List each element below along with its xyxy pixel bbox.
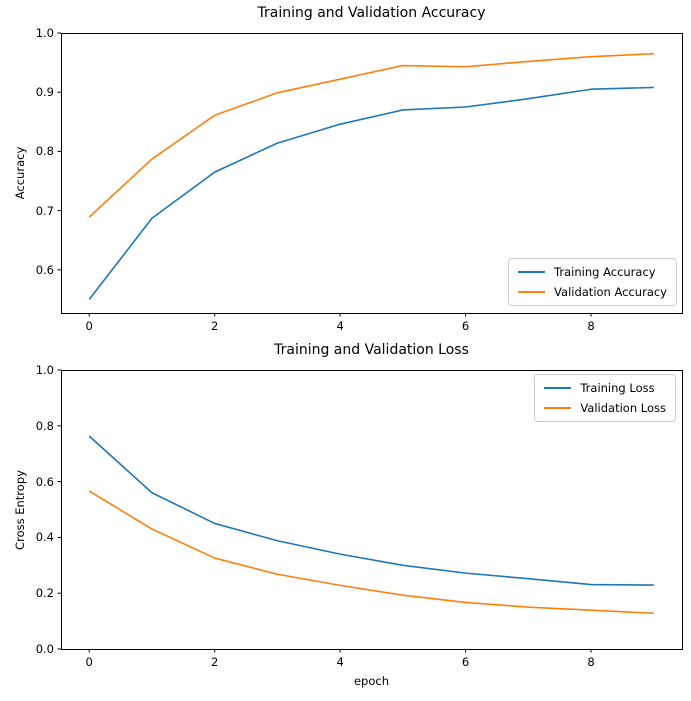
training-loss-line	[88, 435, 654, 586]
x-tick-label: 8	[587, 319, 595, 333]
y-tick-label: 0.2	[35, 586, 54, 601]
loss-y-axis-label: Cross Entropy	[13, 470, 27, 550]
y-tick-label: 0.8	[35, 418, 54, 433]
legend-item: Validation Accuracy	[518, 283, 667, 301]
axes-frame	[61, 33, 683, 314]
x-tick-label: 6	[461, 319, 470, 333]
y-tick-label: 0.8	[35, 144, 54, 159]
y-tick-label: 0.0	[35, 642, 54, 656]
loss-legend: Training Loss Validation Loss	[534, 374, 676, 422]
accuracy-legend: Training Accuracy Validation Accuracy	[508, 258, 677, 306]
y-tick-label: 0.6	[35, 262, 54, 277]
y-tick-label: 0.9	[35, 85, 54, 100]
legend-label: Training Loss	[580, 381, 655, 395]
validation-loss-line	[88, 490, 654, 615]
y-tick-label: 1.0	[35, 26, 54, 40]
x-tick-label: 2	[211, 319, 219, 333]
x-tick-label: 6	[461, 655, 470, 669]
accuracy-chart-title: Training and Validation Accuracy	[257, 5, 486, 21]
legend-item: Training Accuracy	[518, 263, 667, 281]
legend-line-swatch	[518, 270, 546, 274]
y-tick-label: 0.6	[35, 474, 54, 489]
legend-label: Validation Accuracy	[554, 285, 667, 299]
legend-label: Training Accuracy	[554, 265, 656, 279]
y-tick-label: 0.4	[35, 530, 54, 545]
axes-frame	[61, 370, 683, 650]
legend-label: Validation Loss	[580, 401, 666, 415]
legend-item: Validation Loss	[544, 399, 666, 417]
y-tick-label: 1.0	[35, 363, 54, 377]
x-tick-label: 0	[85, 655, 93, 669]
x-tick-label: 2	[211, 655, 219, 669]
x-tick-label: 0	[85, 319, 93, 333]
legend-item: Training Loss	[544, 379, 666, 397]
x-tick-label: 4	[336, 655, 344, 669]
x-axis-label: epoch	[353, 674, 390, 688]
legend-line-swatch	[518, 290, 546, 294]
legend-line-swatch	[544, 406, 572, 410]
training-accuracy-line	[88, 86, 654, 300]
x-tick-label: 8	[587, 655, 595, 669]
legend-line-swatch	[544, 386, 572, 390]
validation-accuracy-line	[88, 52, 654, 218]
x-tick-label: 4	[336, 319, 344, 333]
y-tick-label: 0.7	[35, 203, 54, 218]
loss-chart-title: Training and Validation Loss	[274, 342, 469, 358]
accuracy-y-axis-label: Accuracy	[13, 146, 27, 200]
